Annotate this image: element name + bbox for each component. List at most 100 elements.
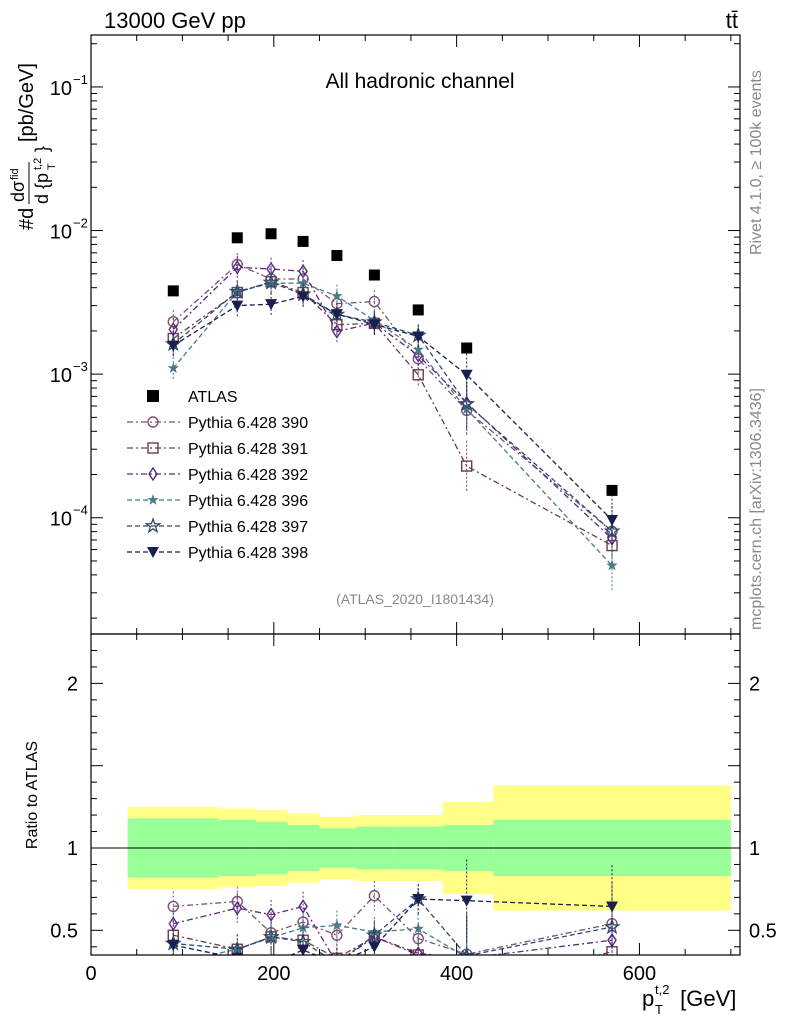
legend-marker — [148, 466, 158, 482]
series-point — [262, 273, 280, 290]
series-point — [458, 394, 476, 412]
ratio-point — [266, 907, 276, 922]
legend-marker — [147, 442, 159, 454]
data-point — [297, 235, 309, 247]
legend-label: Pythia 6.428 390 — [188, 415, 308, 432]
series-point — [297, 291, 310, 303]
series-line — [172, 266, 613, 540]
series-line — [172, 295, 613, 521]
chart-title: All hadronic channel — [325, 70, 514, 93]
svg-text:−1: −1 — [73, 72, 88, 87]
series-point — [460, 369, 473, 381]
ratio-point — [365, 926, 383, 943]
svg-text:t,2: t,2 — [655, 982, 669, 997]
svg-text:[pb/GeV]: [pb/GeV] — [16, 63, 38, 142]
ratio-point — [168, 957, 179, 968]
ratio-tick-label-left: 2 — [67, 673, 78, 695]
legend-label: Pythia 6.428 397 — [188, 519, 308, 536]
series-point — [606, 514, 619, 526]
legend-label: Pythia 6.428 396 — [188, 493, 308, 510]
series-6 — [167, 284, 619, 546]
legend-label-data: ATLAS — [188, 389, 238, 406]
legend-marker-data — [147, 390, 159, 402]
legend-marker — [147, 416, 159, 428]
rivet-label: Rivet 4.1.0, ≥ 100k events — [748, 70, 765, 255]
svg-text:10: 10 — [50, 365, 72, 387]
svg-text:dσ: dσ — [8, 181, 28, 202]
series-point — [368, 319, 381, 331]
svg-text:10: 10 — [50, 509, 72, 531]
ratio-point — [168, 916, 179, 931]
ratio-point — [331, 919, 343, 931]
ratio-point — [333, 957, 341, 969]
legend-label: Pythia 6.428 391 — [188, 441, 308, 458]
process-label: tt̄ — [726, 8, 738, 33]
series-5 — [164, 271, 621, 557]
legend-label: Pythia 6.428 392 — [188, 467, 308, 484]
data-point — [461, 342, 473, 354]
ratio-tick-label-right: 0.5 — [749, 920, 777, 942]
ratio-point — [232, 900, 243, 916]
svg-text:10: 10 — [50, 222, 72, 244]
series-point — [412, 331, 425, 343]
svg-text:p: p — [642, 986, 654, 1011]
ratio-point — [297, 945, 310, 955]
ratio-line — [173, 898, 613, 955]
x-axis-label: p T t,2 [GeV] — [642, 982, 736, 1017]
svg-text:#d: #d — [16, 208, 38, 230]
ratio-point — [167, 900, 179, 913]
ratio-tick-label-right: 1 — [749, 838, 760, 860]
ratio-line — [173, 898, 613, 955]
series-point — [603, 522, 621, 539]
legend-marker — [144, 516, 162, 534]
series-line — [172, 281, 613, 547]
data-point — [368, 269, 380, 281]
series-point — [368, 295, 381, 308]
data-point — [412, 304, 424, 316]
legend-marker — [147, 494, 159, 505]
ratio-point — [412, 894, 425, 906]
series-point — [297, 277, 309, 288]
y-tick-label: 10 −2 — [50, 216, 88, 244]
ratio-point — [262, 927, 280, 945]
ratio-line — [173, 894, 613, 955]
x-tick-label: 600 — [623, 963, 656, 985]
mcplots-label: mcplots.cern.ch [arXiv:1306.3436] — [748, 388, 765, 630]
svg-text:fid: fid — [9, 168, 21, 180]
ratio-point — [460, 895, 473, 907]
x-tick-label: 400 — [440, 963, 473, 985]
ratio-tick-label-right: 2 — [749, 673, 760, 695]
ratio-point — [368, 941, 381, 953]
ratio-tick-label-left: 1 — [67, 838, 78, 860]
ratio-point — [413, 946, 424, 955]
ratio-point — [336, 954, 338, 955]
ratio-panel — [91, 785, 740, 969]
svg-text:−2: −2 — [73, 216, 88, 231]
series-point — [167, 340, 180, 352]
data-point — [265, 228, 277, 240]
legend-marker — [147, 547, 159, 558]
svg-text:T: T — [655, 1002, 663, 1017]
series-point — [231, 300, 244, 312]
data-point — [606, 484, 618, 496]
series-point — [606, 559, 618, 571]
ratio-point — [368, 890, 381, 902]
ratio-y-label: Ratio to ATLAS — [24, 741, 41, 849]
svg-text:−4: −4 — [73, 503, 88, 518]
series-point — [265, 277, 277, 288]
ratio-point — [167, 940, 180, 952]
svg-text:t,2: t,2 — [32, 158, 44, 170]
series-point — [330, 309, 343, 321]
y-tick-label: 10 −3 — [50, 359, 88, 387]
svg-text:d {p: d {p — [32, 173, 52, 204]
x-tick-label: 0 — [85, 963, 96, 985]
y-tick-label: 10 −4 — [50, 503, 88, 531]
ratio-point — [458, 946, 476, 955]
ratio-tick-label-left: 0.5 — [50, 920, 78, 942]
ratio-series-4 — [168, 910, 613, 968]
data-point — [167, 285, 179, 297]
series-point — [460, 460, 473, 472]
legend: ATLAS Pythia 6.428 390 Pythia 6.428 391 Pyt… — [127, 389, 308, 562]
series-point — [331, 290, 343, 301]
